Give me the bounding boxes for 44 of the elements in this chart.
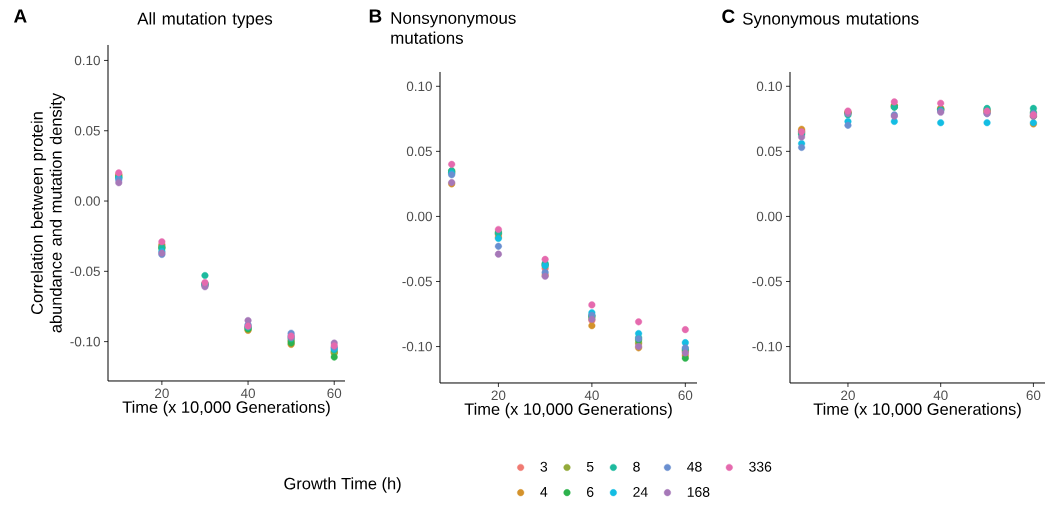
x-tick-label: 20 (491, 390, 506, 401)
x-tick-label: 20 (155, 388, 169, 399)
y-tick-label: 0.10 (406, 81, 432, 92)
chart-title: Synonymous mutations (742, 12, 919, 28)
legend-label: 336 (749, 461, 772, 472)
y-tick-label: -0.10 (402, 341, 432, 352)
legend-label: 48 (687, 461, 702, 472)
text: A (14, 9, 27, 23)
legend-label: 24 (633, 487, 648, 497)
y-tick-label: 0.05 (756, 146, 782, 157)
legend-label: 6 (587, 487, 594, 497)
y-tick-label: -0.05 (752, 276, 782, 287)
y-tick-label: 0.00 (74, 196, 100, 206)
y-tick-label: -0.10 (752, 341, 782, 352)
y-tick-label: 0.00 (406, 211, 432, 222)
y-tick-label: 0.05 (406, 146, 432, 157)
legend-title: Growth Time (h) (284, 477, 401, 493)
y-tick-label: -0.05 (402, 276, 432, 287)
y-axis-title: Correlation between protein abundance and mutation density (30, 92, 65, 333)
y-tick-label: 0.00 (756, 211, 782, 222)
x-axis-title: Time (x 10,000 Generations) (813, 402, 1021, 419)
chart-title: Nonsynonymous mutations (391, 12, 516, 44)
x-tick-label: 20 (841, 390, 855, 401)
x-tick-label: 60 (678, 390, 693, 401)
legend-label: 8 (633, 461, 640, 472)
chart-title: All mutation types (137, 12, 273, 28)
y-tick-label: -0.05 (70, 266, 100, 277)
legend-label: 168 (687, 487, 710, 497)
x-tick-label: 40 (933, 390, 948, 401)
y-tick-label: 0.10 (74, 55, 100, 66)
x-tick-label: 40 (240, 388, 255, 399)
legend-label: 4 (540, 487, 548, 497)
x-tick-label: 60 (1026, 390, 1041, 401)
legend-label: 3 (540, 461, 548, 472)
y-tick-label: 0.05 (74, 125, 100, 136)
text: C (722, 9, 735, 23)
x-tick-label: 60 (327, 388, 342, 399)
x-axis-title: Time (x 10,000 Generations) (464, 402, 672, 419)
text: B (369, 9, 382, 23)
y-tick-label: 0.10 (756, 81, 782, 92)
legend-label: 5 (586, 461, 594, 472)
y-tick-label: -0.10 (70, 336, 100, 347)
x-axis-title: Time (x 10,000 Generations) (122, 400, 330, 417)
x-tick-label: 40 (584, 390, 599, 401)
